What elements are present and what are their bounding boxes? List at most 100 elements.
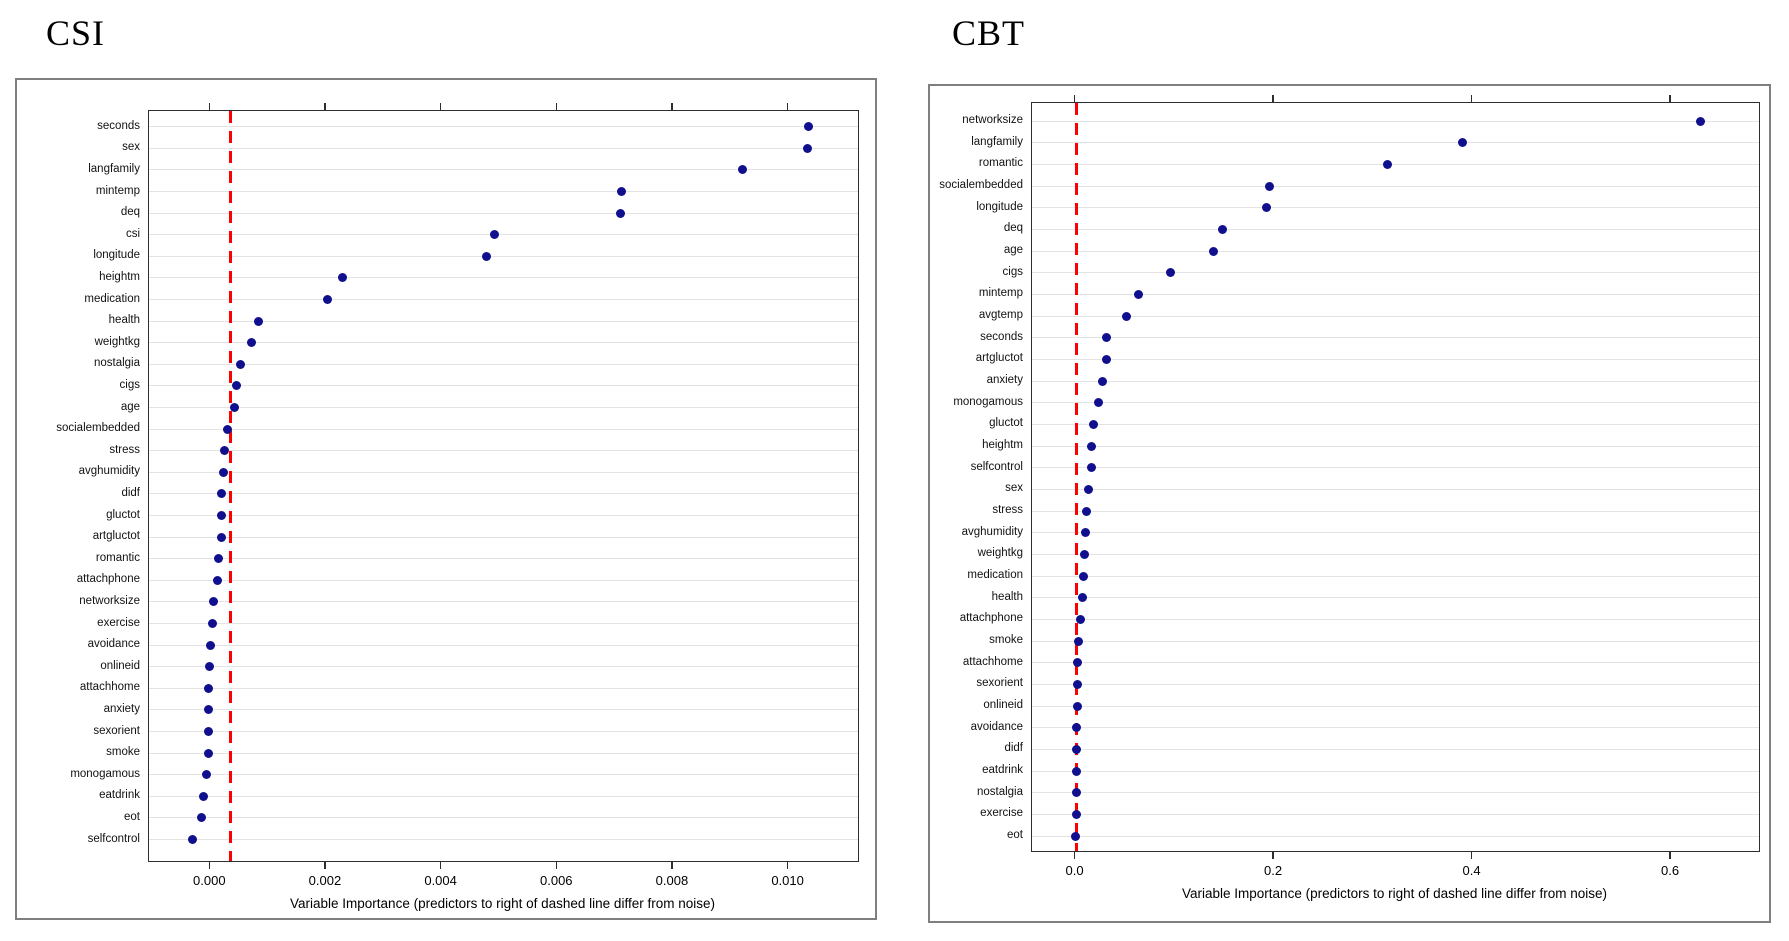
y-axis-label: sex (1005, 482, 1023, 495)
x-axis-tick-label: 0.4 (1462, 863, 1481, 878)
row-gridline (149, 320, 858, 322)
data-point-dot (205, 662, 215, 672)
row-gridline (1032, 120, 1759, 122)
data-point-dot (232, 381, 242, 391)
data-point-dot (247, 338, 257, 348)
y-axis-label: selfcontrol (87, 832, 140, 845)
row-gridline (1032, 358, 1759, 360)
data-point-dot (1071, 766, 1081, 776)
row-gridline (1032, 272, 1759, 274)
x-axis-top-tick (1272, 95, 1274, 102)
x-axis-title: Variable Importance (predictors to right… (290, 896, 715, 911)
data-point-dot (196, 813, 206, 823)
data-point-dot (1070, 831, 1080, 841)
y-axis-label: sexorient (93, 724, 140, 737)
row-gridline (149, 579, 858, 581)
row-gridline (1032, 835, 1759, 837)
data-point-dot (616, 208, 626, 218)
y-axis-label: csi (125, 227, 140, 240)
data-point-dot (1080, 549, 1089, 559)
row-gridline (1032, 510, 1759, 512)
data-point-dot (1072, 744, 1082, 754)
noise-threshold-dashed-line (1074, 103, 1078, 851)
y-axis-label: romantic (978, 157, 1023, 170)
x-axis-tick (1272, 852, 1274, 859)
row-gridline (149, 558, 858, 560)
noise-threshold-dashed-line (229, 111, 233, 861)
row-gridline (1032, 705, 1759, 707)
y-axis-label: romantic (95, 551, 140, 564)
y-axis-label: didf (121, 486, 140, 499)
data-point-dot (1086, 463, 1096, 473)
y-axis-label: exercise (980, 807, 1023, 820)
row-gridline (1032, 315, 1759, 317)
data-point-dot (209, 597, 219, 607)
data-point-dot (1133, 289, 1143, 299)
csi-plot-panel: seconds sex langfamily mintemp deq csi longitu… (15, 78, 877, 920)
x-axis-tick-label: 0.006 (540, 873, 573, 888)
y-axis-label: medication (967, 569, 1023, 582)
row-gridline (1032, 727, 1759, 729)
data-point-dot (804, 122, 814, 132)
y-axis-label: gluctot (106, 508, 140, 521)
data-point-dot (202, 770, 212, 780)
y-axis-label: monogamous (953, 395, 1023, 408)
y-axis-label: medication (84, 292, 140, 305)
row-gridline (149, 234, 858, 236)
y-axis-label: gluctot (989, 417, 1023, 430)
data-point-dot (222, 424, 232, 434)
x-axis-top-tick (671, 103, 673, 110)
row-gridline (1032, 748, 1759, 750)
data-point-dot (1696, 116, 1706, 126)
y-axis-label: deq (1003, 222, 1023, 235)
data-point-dot (1079, 571, 1088, 581)
data-point-dot (1086, 441, 1096, 451)
data-point-dot (219, 467, 229, 477)
y-axis-label: smoke (989, 634, 1023, 647)
data-point-dot (216, 532, 226, 542)
row-gridline (1032, 163, 1759, 165)
row-gridline (1032, 597, 1759, 599)
row-gridline (1032, 380, 1759, 382)
row-gridline (149, 299, 858, 300)
data-point-dot (204, 727, 214, 736)
data-point-dot (204, 683, 214, 693)
y-axis-label: smoke (106, 746, 140, 759)
y-axis-label: didf (1004, 742, 1023, 755)
row-gridline (149, 666, 858, 668)
y-axis-label: mintemp (978, 287, 1023, 300)
row-gridline (149, 169, 858, 171)
y-axis-label: avghumidity (961, 525, 1023, 538)
data-point-dot (1101, 354, 1111, 364)
data-point-dot (1072, 723, 1082, 733)
data-point-dot (198, 791, 208, 801)
data-point-dot (208, 619, 218, 628)
y-axis-label: eot (1007, 829, 1023, 842)
row-gridline (149, 471, 858, 473)
x-axis-tick-label: 0.000 (193, 873, 226, 888)
x-axis-tick-label: 0.0 (1065, 863, 1084, 878)
data-point-dot (1458, 138, 1468, 148)
row-gridline (149, 839, 858, 840)
cbt-plot-panel: networksize langfamily romantic socialembed… (928, 84, 1771, 923)
data-point-dot (213, 575, 223, 585)
data-point-dot (1081, 506, 1091, 516)
y-axis-label: age (120, 400, 140, 413)
row-gridline (1032, 813, 1759, 815)
data-point-dot (1073, 701, 1083, 711)
data-point-dot (188, 835, 198, 844)
data-point-dot (1121, 311, 1131, 321)
row-gridline (149, 363, 858, 365)
row-gridline (149, 687, 858, 689)
y-axis-label: stress (109, 443, 140, 456)
row-gridline (1032, 683, 1759, 685)
row-gridline (149, 515, 858, 516)
y-axis-label: avoidance (970, 720, 1023, 733)
data-point-dot (337, 273, 347, 283)
x-axis-top-tick (324, 103, 326, 110)
row-gridline (149, 817, 858, 819)
y-axis-label: exercise (97, 616, 140, 629)
plot-area (148, 110, 859, 862)
row-gridline (149, 147, 858, 149)
